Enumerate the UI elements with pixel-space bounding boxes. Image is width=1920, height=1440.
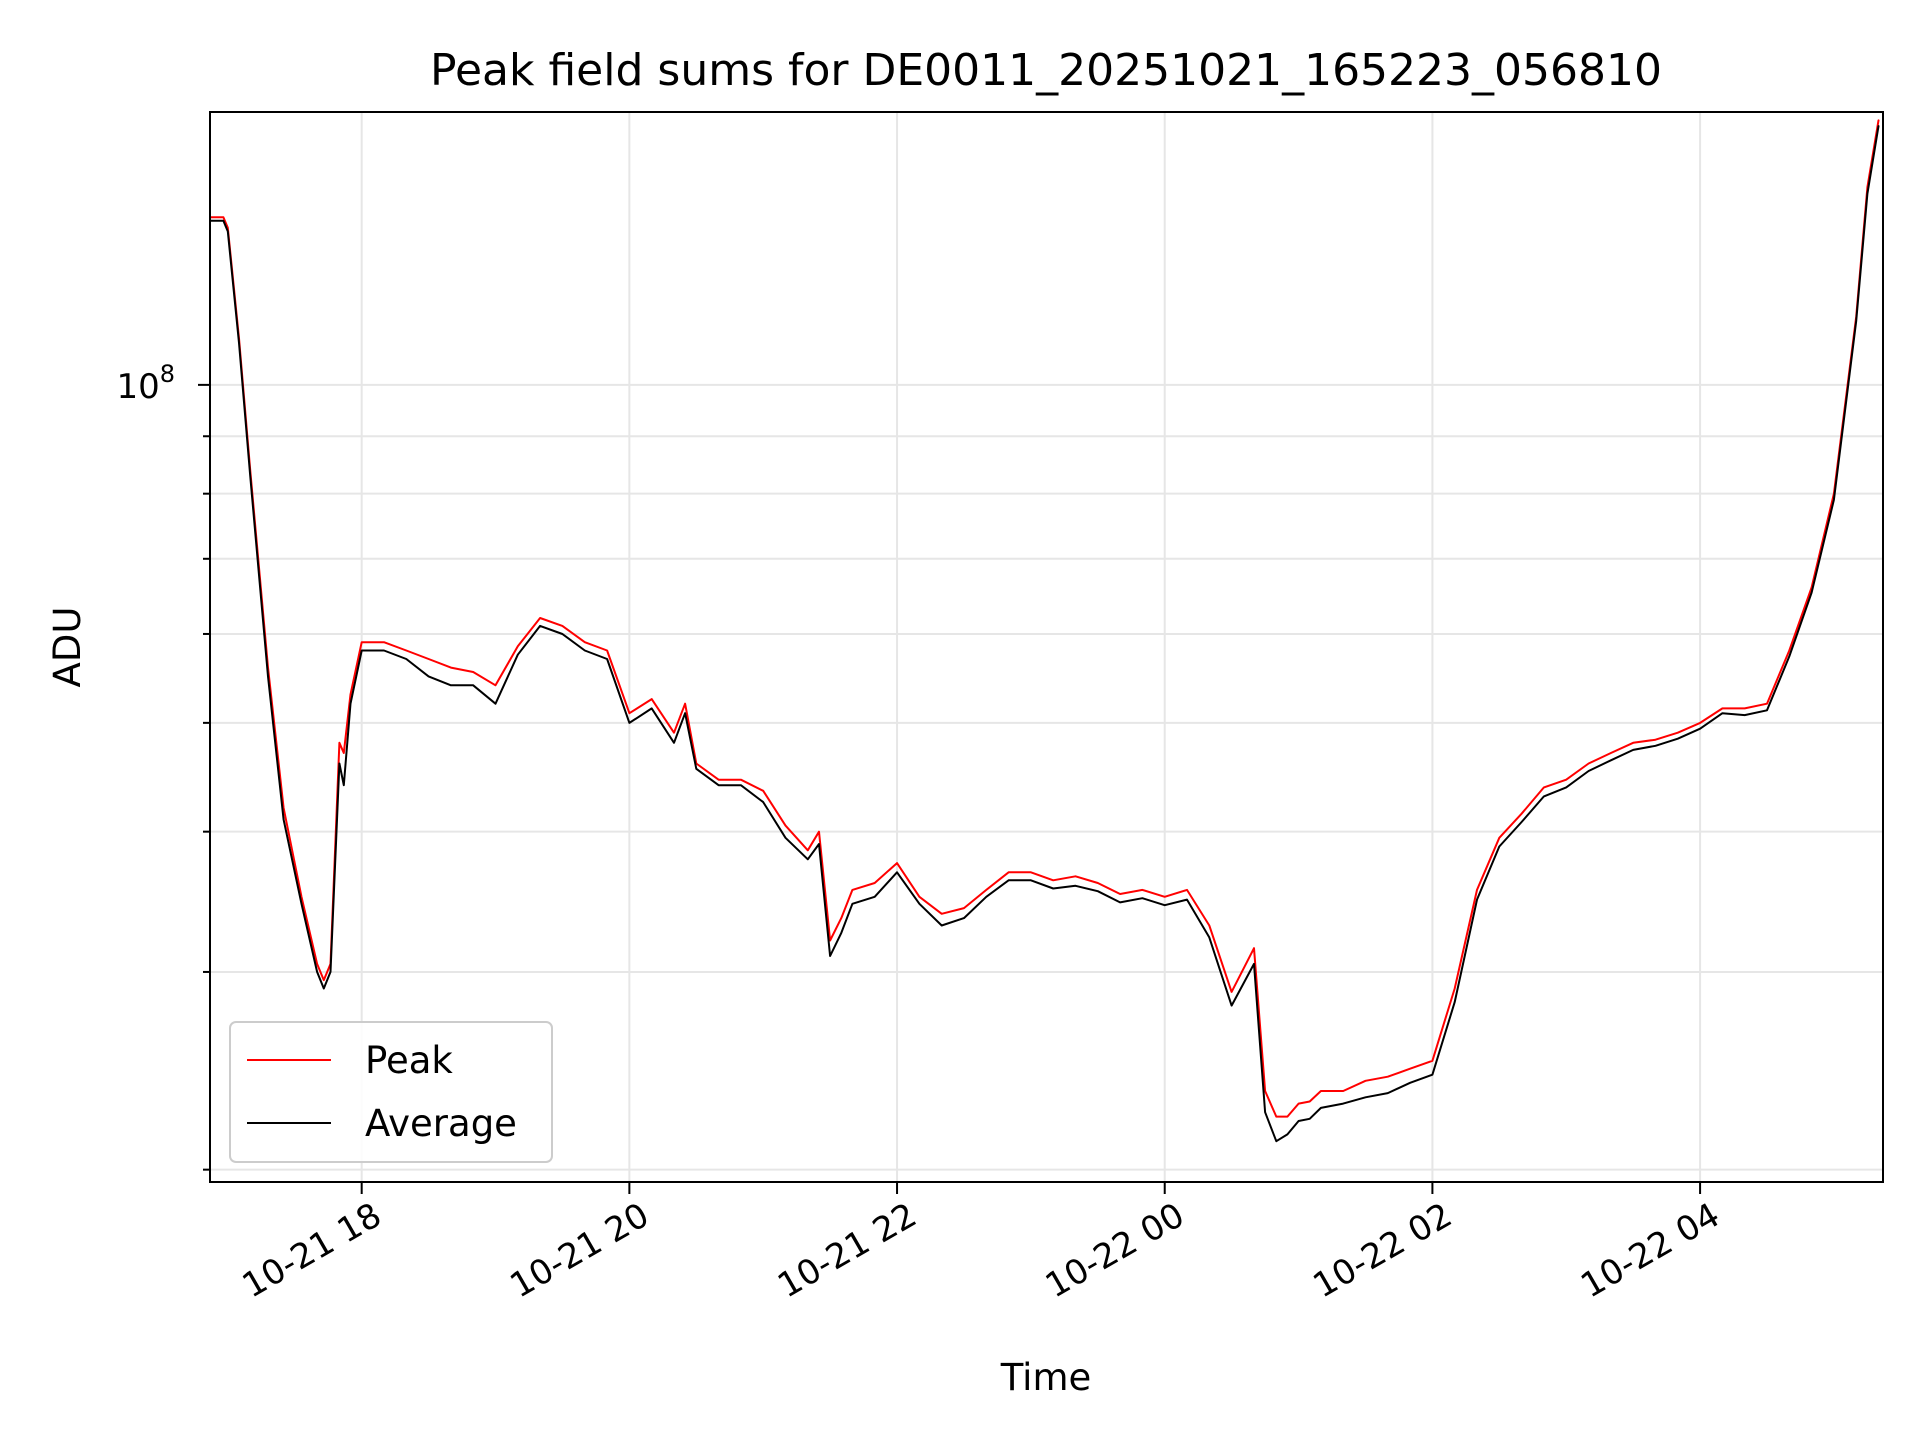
series-line-peak (209, 119, 1880, 1118)
legend: Peak Average (229, 1021, 553, 1163)
legend-label-average: Average (365, 1102, 517, 1145)
series-lines (209, 119, 1880, 1143)
chart-title: Peak field sums for DE0011_20251021_1652… (430, 45, 1662, 96)
y-tick-label: 108 (116, 360, 175, 407)
series-line-average (209, 125, 1880, 1143)
y-axis-label: ADU (46, 607, 89, 688)
y-axis: 108 (116, 360, 210, 1171)
legend-label-peak: Peak (365, 1039, 453, 1082)
legend-box (229, 1021, 553, 1163)
plot-area-frame (209, 111, 1884, 1183)
x-axis-label: Time (1000, 1356, 1092, 1399)
grid-lines (210, 112, 1883, 1182)
